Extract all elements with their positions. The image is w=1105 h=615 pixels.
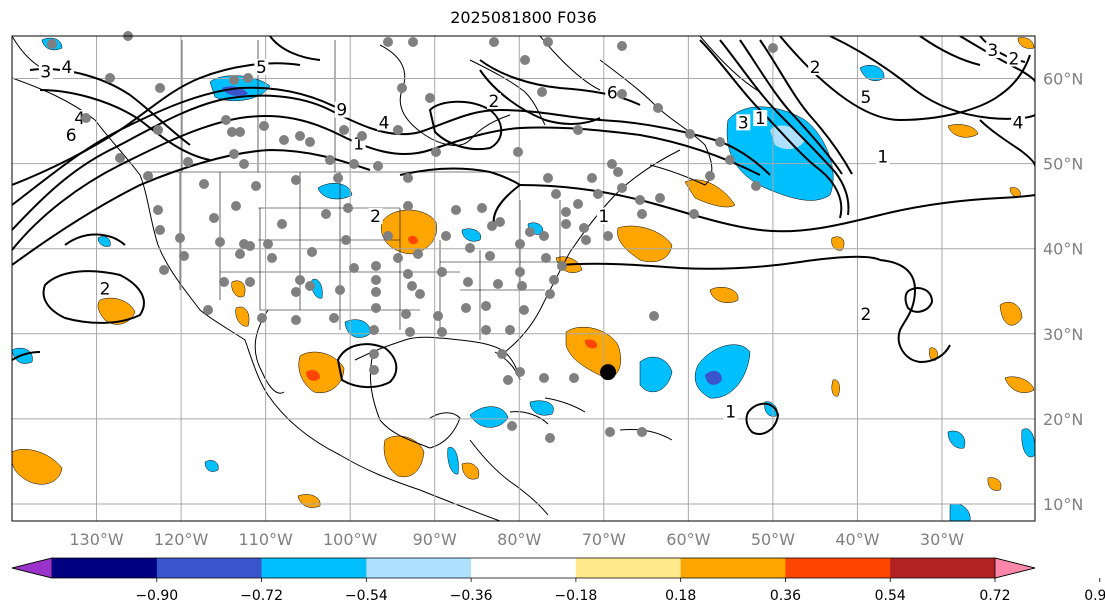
contour-label-bg	[858, 305, 873, 322]
contour-label: 2	[370, 207, 381, 227]
colorbar-extend-min	[11, 557, 53, 579]
lon-tick-label: 70°W	[582, 530, 626, 549]
colorbar-segment	[52, 558, 158, 578]
contour-label-bg	[858, 88, 873, 105]
colorbar-segment	[575, 558, 682, 578]
contour-label: 6	[607, 84, 618, 104]
contour-label-bg	[605, 84, 620, 101]
contour-label: 1	[877, 147, 888, 167]
contour-label: 3	[987, 41, 998, 61]
lon-tick-label: 50°W	[751, 530, 795, 549]
contour-label-bg	[736, 114, 751, 131]
colorbar-tick-label: 0.36	[770, 588, 801, 604]
contour-label: 2	[1008, 50, 1019, 70]
contour-label: 1	[725, 403, 736, 423]
contour-label: 6	[66, 126, 77, 146]
contour-label-bg	[334, 101, 349, 118]
colorbar-tick-label: 0.72	[979, 588, 1010, 604]
longitude-labels: 130°W 120°W 110°W 100°W 90°W 80°W 70°W 60°W 50°W…	[69, 530, 964, 549]
lat-tick-label: 10°N	[1043, 495, 1083, 514]
colorbar-tick-label: 0.18	[665, 588, 696, 604]
map-frame	[11, 35, 1036, 522]
contour-label-bg	[98, 280, 112, 297]
colorbar-tick-label: −0.54	[345, 588, 388, 604]
contour-label: 4	[379, 113, 390, 133]
lon-tick-label: 90°W	[413, 530, 457, 549]
lon-tick-label: 60°W	[666, 530, 710, 549]
latitude-labels: 60°N 50°N 40°N 30°N 20°N 10°N	[1043, 70, 1083, 514]
colorbar-tick-label: −0.36	[450, 588, 493, 604]
colorbar-tick-label: −0.72	[240, 588, 283, 604]
colorbar-outline	[11, 557, 1036, 579]
contour-label-bg	[985, 42, 1000, 59]
contour-label-bg	[1006, 50, 1021, 67]
contour-label: 1	[598, 207, 609, 227]
neg-area-atlantic	[694, 344, 751, 399]
contour-label-bg	[753, 110, 768, 127]
contour-label-bg	[64, 127, 79, 144]
contour-label: 4	[62, 58, 73, 78]
colorbar-tick-label: −0.90	[135, 588, 178, 604]
lon-tick-label: 100°W	[323, 530, 378, 549]
contour-label-bg	[808, 59, 823, 76]
figure-title: 2025081800 F036	[450, 8, 597, 27]
contour-label-bg	[1011, 114, 1026, 131]
colorbar-segment	[366, 558, 472, 578]
height-contours	[12, 36, 1035, 435]
lon-tick-label: 120°W	[154, 530, 209, 549]
lon-tick-label: 80°W	[497, 530, 541, 549]
contour-label: 4	[1013, 113, 1024, 133]
contour-label: 1	[353, 135, 364, 155]
contour-label-bg	[368, 207, 383, 224]
contour-label-bg	[38, 63, 53, 80]
contour-label: 3	[40, 62, 51, 82]
lat-tick-label: 50°N	[1043, 155, 1083, 174]
contour-label-bg	[59, 59, 74, 76]
lon-tick-label: 30°W	[920, 530, 964, 549]
contour-label: 3	[738, 113, 749, 133]
colorbar-segment	[156, 558, 263, 578]
colorbar-tick-label: 0.54	[875, 588, 906, 604]
contour-label: 9	[336, 101, 347, 121]
contour-label: 1	[755, 109, 766, 129]
colorbar-tick-label: −0.18	[554, 588, 597, 604]
contour-label: 2	[488, 92, 499, 112]
lon-tick-label: 40°W	[835, 530, 879, 549]
lat-tick-label: 60°N	[1043, 70, 1083, 89]
contour-label-bg	[723, 403, 738, 420]
contour-label: 4	[74, 109, 85, 129]
contour-label-bg	[596, 207, 611, 224]
contour-label: 2	[810, 58, 821, 78]
lat-tick-label: 30°N	[1043, 325, 1083, 344]
highlighted-station-marker	[600, 364, 617, 381]
contour-label-bg	[486, 93, 501, 110]
lat-tick-label: 20°N	[1043, 410, 1083, 429]
colorbar-segment	[261, 558, 367, 578]
contour-label: 5	[860, 88, 871, 108]
contour-label: 5	[256, 58, 267, 78]
contour-label-bg	[254, 59, 269, 76]
lat-tick-label: 40°N	[1043, 240, 1083, 259]
gridlines	[12, 36, 1035, 521]
colorbar-tick-label: 0.90	[1084, 588, 1105, 604]
contour-label: 2	[860, 305, 871, 325]
contour-label-bg	[377, 114, 391, 131]
colorbar-extend-max	[994, 557, 1036, 579]
contour-label-bg	[875, 148, 890, 165]
lon-tick-label: 130°W	[69, 530, 124, 549]
colorbar-segment	[890, 558, 996, 578]
colorbar-segment	[680, 558, 786, 578]
lon-tick-label: 110°W	[238, 530, 293, 549]
observation-stations	[47, 31, 778, 443]
colorbar-segment	[471, 558, 577, 578]
colorbar: −0.90 −0.72 −0.54 −0.36 −0.18 0.18 0.36 0.54 0.7…	[11, 557, 1105, 604]
contour-label: 2	[100, 279, 111, 299]
colorbar-segment	[785, 558, 891, 578]
